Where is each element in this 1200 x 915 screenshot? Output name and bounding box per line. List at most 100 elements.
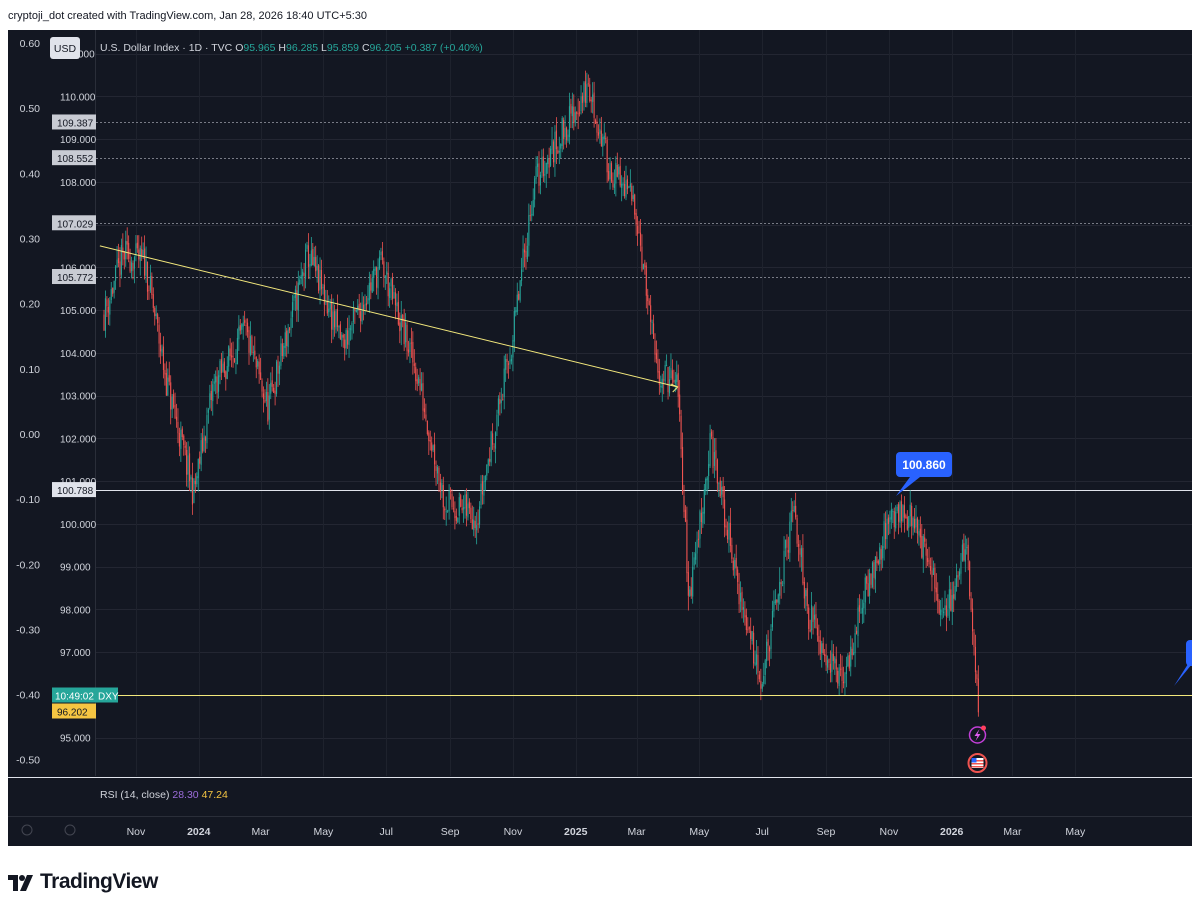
candle[interactable] [428, 430, 430, 456]
candle[interactable] [728, 515, 730, 553]
candle[interactable] [539, 171, 541, 195]
candle[interactable] [879, 542, 881, 572]
candle[interactable] [178, 427, 180, 457]
candle[interactable] [641, 234, 643, 272]
candle[interactable] [724, 485, 726, 538]
candle[interactable] [309, 253, 311, 280]
candle[interactable] [973, 629, 975, 656]
candle[interactable] [497, 395, 499, 427]
us-flag-icon[interactable] [967, 753, 988, 773]
candle[interactable] [247, 318, 249, 338]
candle[interactable] [164, 363, 166, 386]
candle[interactable] [197, 458, 199, 492]
candle[interactable] [940, 599, 942, 627]
candle[interactable] [774, 589, 776, 605]
candle[interactable] [349, 325, 352, 341]
candle[interactable] [112, 287, 114, 297]
candle[interactable] [258, 354, 260, 384]
candle[interactable] [531, 201, 533, 222]
candle[interactable] [645, 262, 647, 309]
candle[interactable] [899, 500, 901, 528]
candle[interactable] [492, 423, 494, 450]
candle[interactable] [851, 638, 853, 660]
candle[interactable] [283, 342, 285, 359]
candle[interactable] [534, 175, 536, 208]
currency-button[interactable]: USD [50, 37, 80, 59]
candle[interactable] [605, 132, 607, 144]
candle[interactable] [824, 649, 826, 663]
candle[interactable] [122, 233, 124, 266]
candle[interactable] [760, 668, 762, 701]
candle[interactable] [512, 334, 514, 372]
candle[interactable] [276, 359, 278, 397]
candle[interactable] [386, 261, 388, 284]
level-price-tag[interactable]: 108.552 [52, 150, 96, 166]
candle[interactable] [262, 386, 265, 413]
candle[interactable] [811, 591, 813, 639]
candle[interactable] [758, 670, 760, 683]
candle[interactable] [948, 575, 950, 621]
candle[interactable] [345, 328, 347, 355]
candle[interactable] [856, 626, 858, 635]
candle[interactable] [241, 323, 243, 335]
candle[interactable] [693, 552, 695, 570]
level-price-tag[interactable]: 107.029 [52, 215, 96, 231]
candle[interactable] [410, 327, 412, 358]
candle[interactable] [538, 151, 540, 194]
candle[interactable] [890, 502, 892, 529]
candle[interactable] [715, 438, 717, 471]
candle[interactable] [519, 279, 521, 303]
candle[interactable] [792, 501, 794, 523]
candle[interactable] [499, 392, 501, 416]
candle[interactable] [960, 552, 962, 585]
candle[interactable] [476, 512, 478, 545]
candle[interactable] [242, 315, 244, 340]
candle[interactable] [750, 617, 752, 650]
candle[interactable] [557, 146, 559, 155]
candle[interactable] [119, 247, 121, 288]
level-price-tag[interactable]: 100.788 [52, 482, 96, 498]
candle[interactable] [435, 460, 437, 486]
candle[interactable] [444, 506, 446, 521]
candle[interactable] [767, 630, 769, 661]
candle[interactable] [222, 350, 224, 373]
candle[interactable] [422, 372, 424, 421]
candle[interactable] [587, 74, 589, 87]
candle[interactable] [363, 296, 365, 321]
candle[interactable] [876, 551, 878, 571]
candle[interactable] [455, 508, 457, 524]
candle[interactable] [892, 508, 894, 524]
candle[interactable] [457, 517, 459, 524]
candle[interactable] [795, 492, 797, 520]
candle[interactable] [964, 535, 966, 573]
candle[interactable] [168, 361, 170, 386]
candle[interactable] [931, 557, 933, 592]
scale-button-y[interactable] [21, 824, 33, 836]
candle[interactable] [612, 172, 614, 191]
candle[interactable] [199, 451, 201, 469]
candle[interactable] [307, 233, 309, 279]
candle[interactable] [415, 362, 417, 391]
candle[interactable] [115, 264, 117, 290]
candle[interactable] [589, 77, 591, 103]
candle[interactable] [371, 270, 373, 294]
candle[interactable] [805, 588, 807, 612]
candle[interactable] [873, 560, 875, 590]
candle[interactable] [351, 321, 353, 340]
candle[interactable] [196, 472, 198, 488]
candle[interactable] [502, 393, 504, 401]
candle[interactable] [184, 440, 186, 456]
candle[interactable] [515, 306, 517, 317]
candle[interactable] [726, 521, 729, 544]
candle[interactable] [331, 294, 333, 344]
candle[interactable] [754, 650, 756, 667]
candle[interactable] [206, 407, 208, 449]
candle[interactable] [473, 506, 475, 537]
candle[interactable] [255, 356, 257, 379]
candle[interactable] [200, 433, 202, 472]
candle[interactable] [918, 519, 920, 546]
candle[interactable] [425, 403, 427, 422]
candle[interactable] [970, 592, 972, 613]
candle[interactable] [434, 432, 436, 478]
candle[interactable] [637, 216, 639, 246]
